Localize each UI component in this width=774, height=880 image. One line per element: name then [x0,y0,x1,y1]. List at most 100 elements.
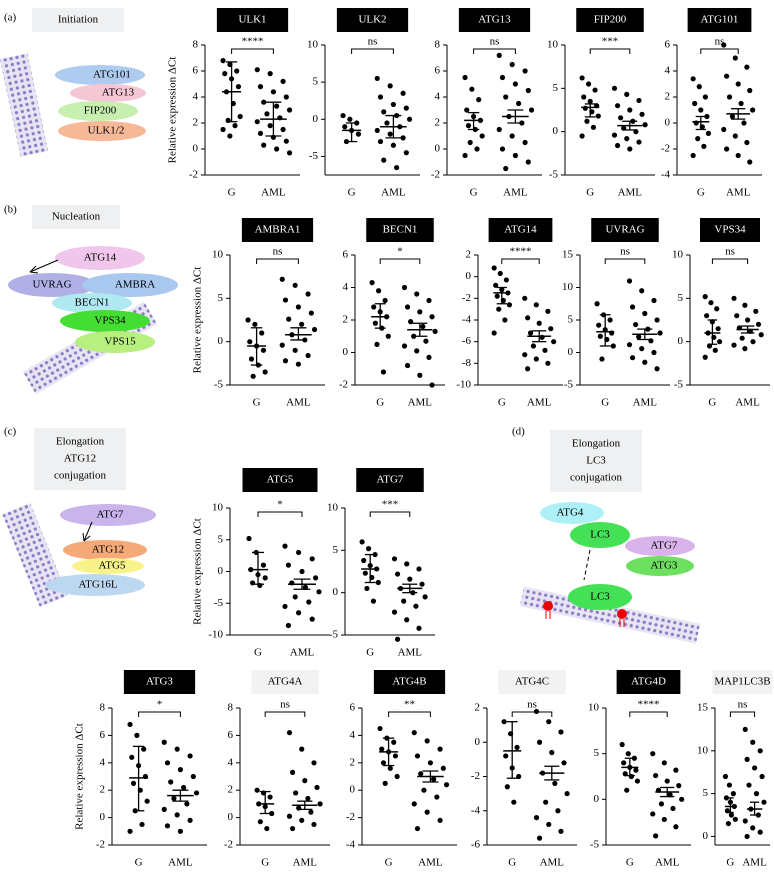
data-point [260,347,267,353]
protein-label: FIP200 [84,105,117,117]
data-point [721,126,727,133]
arrow [83,521,93,542]
y-tick-label: -5 [214,597,224,609]
y-tick-label: -2 [224,839,233,851]
significance-bracket [511,711,553,717]
data-point [391,556,398,562]
y-tick-label: -4 [462,314,472,326]
data-point [164,760,171,766]
y-tick-label: 2 [100,784,106,796]
data-point [739,335,745,341]
y-tick-label: -5 [309,150,319,162]
data-point [621,760,627,766]
data-point [536,320,542,326]
chart-title: ATG14 [504,224,537,236]
data-point [584,118,590,124]
x-tick-label: AML [290,647,315,659]
data-point [493,282,499,288]
data-point [732,55,738,61]
data-point [280,78,286,84]
title-box [373,670,446,694]
data-point [407,576,413,582]
x-tick-label: G [697,187,705,199]
y-tick-label: 0 [350,784,356,796]
x-tick-label: AML [655,857,680,869]
y-tick-label: -6 [471,839,481,851]
data-point [514,744,520,750]
data-point [309,556,315,562]
data-point [708,300,714,306]
arrow [29,259,59,273]
panel-label: (c) [4,426,17,438]
data-point [254,119,260,125]
data-point [282,603,288,610]
x-tick-label: G [253,397,261,409]
data-point [642,359,648,365]
data-point [761,799,767,805]
data-point [390,101,396,108]
data-point [744,833,750,840]
y-tick-label: 2 [466,249,472,261]
data-point [747,87,753,94]
data-point [745,317,751,323]
x-tick-label: AML [742,857,767,869]
chart-title: AMBRA1 [255,224,301,236]
protein [63,540,147,560]
y-tick-label: 2 [350,756,356,768]
significance-bracket [388,711,431,717]
y-tick-label: 4 [350,729,356,741]
data-point [750,107,756,113]
arrow [583,549,591,581]
data-point [164,823,171,829]
data-point [261,142,267,148]
stage-text: Nucleation [52,211,101,223]
data-point [750,339,756,345]
title-box [336,8,409,32]
data-point [742,346,748,352]
data-point [286,316,292,322]
data-point [379,746,385,752]
stage-box [34,428,126,490]
data-point [144,798,150,804]
data-point [401,598,407,604]
data-point [259,330,265,336]
x-tick-label: G [708,397,716,409]
x-tick-label: G [726,857,734,869]
data-point [543,799,549,805]
data-point [443,782,450,788]
data-point [746,782,752,788]
data-point [504,784,510,790]
data-point [406,116,413,122]
data-point [545,308,551,314]
data-point [744,139,750,146]
title-box [123,670,196,694]
protein [72,558,144,574]
data-point [753,791,760,797]
data-point [639,111,645,117]
protein-label: ATG4 [557,507,584,519]
data-point [742,818,748,824]
x-tick-label: AML [381,187,406,199]
data-point [654,366,660,372]
data-point [420,323,426,330]
data-point [419,581,425,587]
y-tick-label: 0 [678,335,684,347]
y-tick-label: 8 [228,702,234,714]
data-point [511,799,517,805]
y-tick-label: 0 [343,346,349,358]
y-tick-label: 10 [212,502,224,514]
protein-label: ATG101 [93,69,131,81]
protein [60,310,150,332]
y-tick-label: -10 [208,629,223,641]
data-point [750,739,756,745]
y-axis-label: Relative expression ΔCt [192,267,204,374]
data-point [414,825,421,832]
protein-label: BECN1 [75,297,110,309]
data-point [759,773,765,780]
data-point [533,356,539,362]
data-point [579,75,585,81]
data-point [282,543,288,549]
chart-title: ATG4A [268,676,303,688]
data-point [292,594,298,600]
data-point [177,828,183,834]
